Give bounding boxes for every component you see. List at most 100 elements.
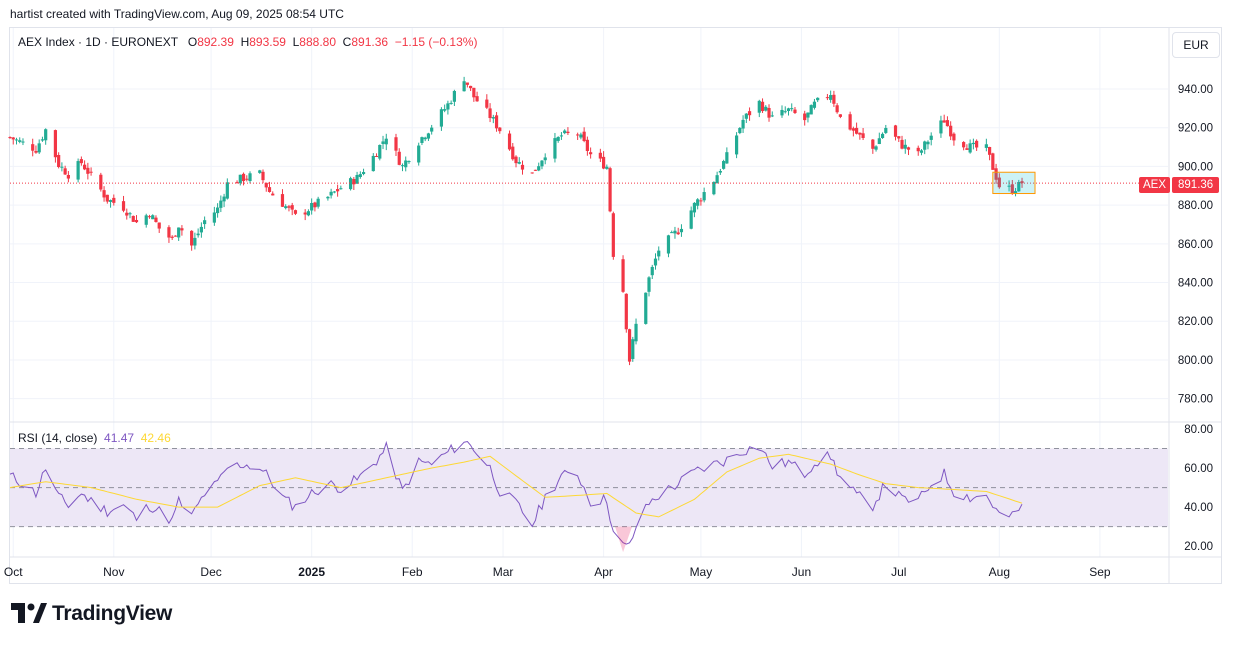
symbol-legend[interactable]: AEX Index · 1D · EURONEXT O892.39 H893.5…: [18, 35, 477, 49]
candle-body: [394, 137, 398, 151]
candle-body: [14, 139, 19, 141]
rsi-line: [9, 440, 1023, 545]
candle-body: [585, 139, 589, 151]
candle-body: [83, 164, 87, 170]
candle-body: [971, 142, 975, 145]
candle-body: [423, 137, 427, 140]
candle-body: [757, 100, 761, 113]
candle-body: [900, 139, 904, 149]
candle-body: [446, 103, 450, 110]
candle-body: [803, 113, 807, 121]
candle-body: [987, 146, 992, 155]
candle-body: [485, 99, 489, 108]
candle-body: [131, 215, 135, 222]
candle-body: [108, 200, 113, 202]
candle-body: [306, 211, 311, 216]
tradingview-logo[interactable]: TradingView: [11, 602, 172, 626]
attribution: hartist created with TradingView.com, Au…: [10, 7, 344, 21]
candle-body: [608, 168, 612, 212]
candle-body: [679, 228, 684, 233]
candle-body: [893, 125, 898, 137]
candle-body: [825, 97, 830, 99]
candle-body: [86, 167, 90, 174]
time-tick-label: Sep: [1089, 565, 1111, 579]
candle-body: [747, 111, 752, 116]
candle-body: [884, 127, 888, 133]
candle-body: [1007, 185, 1011, 187]
candle-body: [494, 115, 499, 129]
candle-body: [631, 339, 635, 359]
candle-body: [871, 139, 875, 149]
candle-body: [556, 136, 560, 141]
candle-body: [696, 199, 700, 206]
time-tick-label: 2025: [298, 565, 325, 579]
candle-body: [400, 165, 405, 167]
candle-body: [812, 101, 817, 108]
candle-body: [378, 144, 382, 159]
candle-body: [34, 151, 38, 153]
candle-body: [261, 171, 265, 181]
last-price-tag: AEX 891.36: [1139, 177, 1220, 193]
rsi-tick-label: 60.00: [1184, 463, 1213, 475]
candle-body: [439, 109, 444, 127]
candle-body: [79, 159, 83, 164]
rsi-legend[interactable]: RSI (14, close) 41.47 42.46: [18, 431, 171, 445]
candle-body: [76, 161, 80, 180]
candle-body: [121, 201, 126, 211]
candle-body: [11, 137, 15, 140]
rsi-ma-value: 42.46: [140, 431, 171, 445]
time-tick-label: Apr: [594, 565, 613, 579]
candle-body: [919, 150, 924, 153]
candle-body: [134, 219, 139, 223]
candle-body: [498, 127, 502, 132]
time-tick-label: Jun: [792, 565, 811, 579]
tradingview-icon: [11, 603, 47, 623]
currency-button[interactable]: EUR: [1172, 32, 1220, 58]
candle-body: [287, 206, 291, 208]
candle-body: [786, 108, 791, 112]
candle-body: [125, 212, 129, 216]
candle-body: [627, 329, 632, 362]
candle-body: [589, 152, 593, 155]
candle-body: [624, 293, 628, 330]
candle-body: [397, 151, 401, 165]
price-tick-label: 780.00: [1178, 394, 1213, 406]
candle-body: [650, 266, 654, 276]
candle-body: [352, 179, 356, 185]
highlight-rect: [992, 171, 1036, 195]
candle-body: [945, 120, 950, 127]
candle-body: [809, 105, 813, 115]
candle-body: [8, 137, 12, 139]
candle-body: [196, 233, 200, 236]
chart-frame: [9, 27, 1222, 584]
candle-body: [767, 107, 771, 118]
candle-body: [303, 212, 307, 215]
candle-body: [420, 137, 424, 143]
candle-body: [835, 105, 839, 113]
candle-body: [89, 171, 93, 173]
candle-body: [712, 181, 716, 195]
candle-body: [939, 120, 943, 134]
candle-body: [530, 172, 534, 174]
candle-body: [371, 155, 375, 172]
candle-body: [452, 90, 456, 102]
candle-body: [653, 258, 658, 266]
candle-body: [417, 145, 421, 163]
brand-name: TradingView: [52, 602, 173, 625]
candle-body: [193, 237, 197, 246]
candle-body: [271, 193, 275, 196]
candle-body: [670, 232, 674, 234]
candle-body: [235, 182, 239, 184]
price-tick-label: 840.00: [1178, 278, 1213, 290]
candle-body: [783, 111, 787, 113]
candle-body: [511, 146, 515, 160]
close-label: C: [342, 35, 352, 49]
candle-body: [381, 141, 385, 144]
candle-body: [310, 203, 314, 211]
time-tick-label: Mar: [493, 565, 514, 579]
candle-body: [741, 119, 745, 129]
price-tick-label: 800.00: [1178, 355, 1213, 367]
candle-body: [997, 177, 1001, 188]
candle-body: [219, 200, 223, 208]
